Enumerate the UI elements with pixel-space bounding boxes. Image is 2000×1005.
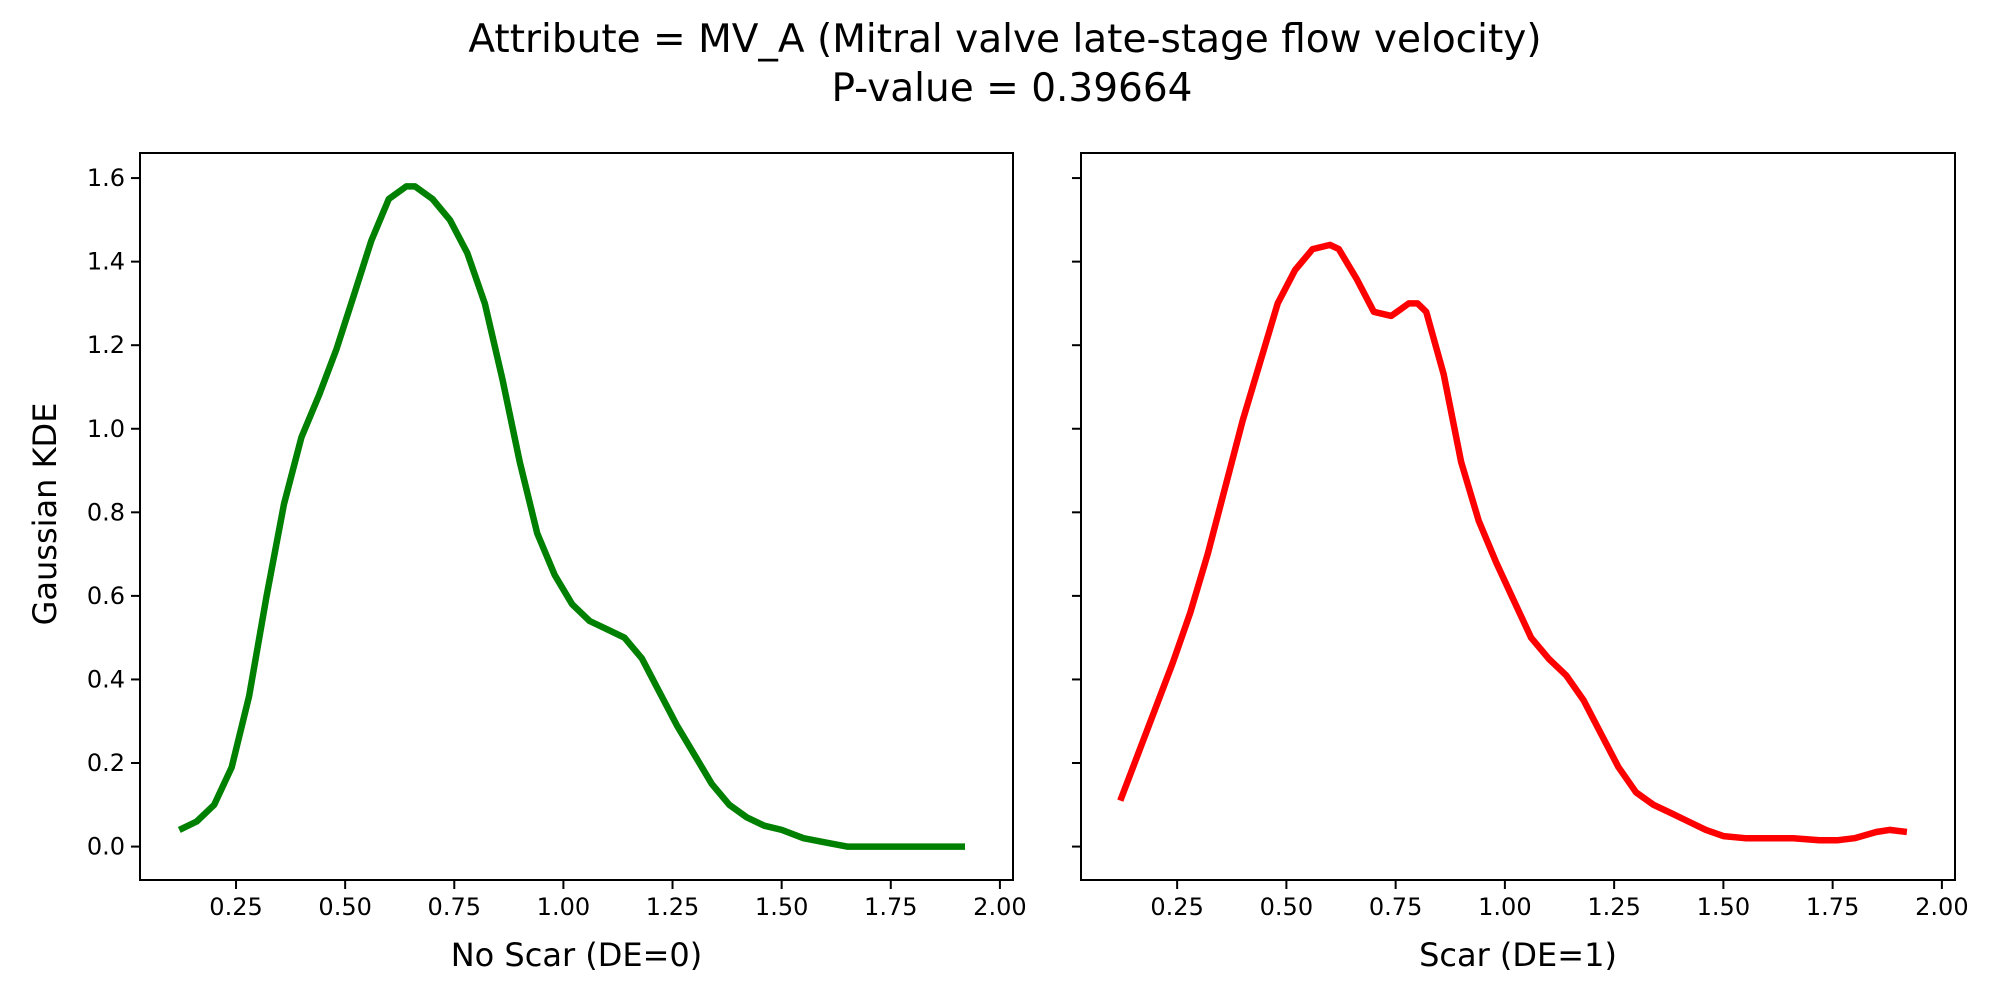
figure-title-line-1: Attribute = MV_A (Mitral valve late-stag… [468,17,1541,62]
x-tick-label-scar: 0.75 [1369,893,1422,921]
x-tick-label-scar: 2.00 [1915,893,1968,921]
kde-curve-no-scar [177,183,965,850]
y-tick-label-no-scar: 1.2 [87,331,125,359]
y-tick-label-no-scar: 0.0 [87,833,125,861]
x-tick-label-no-scar: 1.75 [864,893,917,921]
x-axis-label-no-scar: No Scar (DE=0) [451,936,703,974]
figure-title-line-2: P-value = 0.39664 [832,66,1193,111]
plot-frame-no-scar [139,152,1014,881]
x-tick-label-scar: 1.00 [1478,893,1531,921]
x-tick-label-no-scar: 0.50 [318,893,371,921]
plot-frame-scar [1080,152,1956,881]
x-tick-label-no-scar: 2.00 [973,893,1026,921]
panel-scar: 0.25 0.50 0.75 1.00 1.25 1.50 1.75 2.00 Scar (DE… [1072,152,1969,974]
shared-y-axis-label: Gaussian KDE [26,403,64,626]
y-tick-label-no-scar: 1.6 [87,164,125,192]
y-tick-label-no-scar: 0.4 [87,665,125,693]
y-tick-label-no-scar: 1.4 [87,248,125,276]
y-tick-label-no-scar: 0.8 [87,498,125,526]
x-tick-label-scar: 0.25 [1150,893,1203,921]
x-tick-label-no-scar: 0.75 [428,893,481,921]
y-tick-label-no-scar: 1.0 [87,415,125,443]
panel-no-scar: 0.25 0.50 0.75 1.00 1.25 1.50 1.75 2.00 0.0 0.2 0.… [87,152,1027,974]
kde-curve-scar [1117,241,1908,844]
x-tick-label-no-scar: 0.25 [209,893,262,921]
x-tick-label-scar: 1.25 [1587,893,1640,921]
x-axis-label-scar: Scar (DE=1) [1419,936,1617,974]
x-tick-label-scar: 1.75 [1806,893,1859,921]
x-tick-label-no-scar: 1.50 [755,893,808,921]
y-tick-label-no-scar: 0.2 [87,749,125,777]
x-tick-label-scar: 0.50 [1260,893,1313,921]
x-tick-label-scar: 1.50 [1697,893,1750,921]
x-tick-label-no-scar: 1.25 [646,893,699,921]
y-tick-label-no-scar: 0.6 [87,582,125,610]
x-tick-label-no-scar: 1.00 [537,893,590,921]
